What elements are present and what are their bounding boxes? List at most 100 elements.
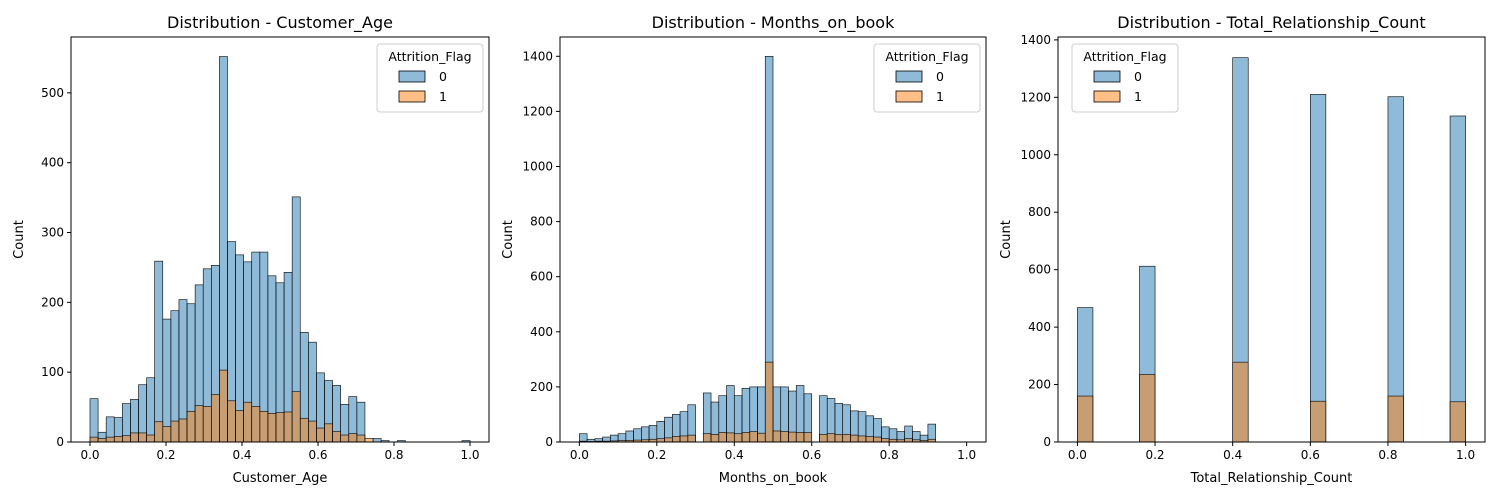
bar-class1 xyxy=(718,432,727,443)
legend: Attrition_Flag 0 1 xyxy=(873,43,981,113)
y-tick-label: 800 xyxy=(1028,205,1051,219)
y-tick-label: 0 xyxy=(1043,435,1051,449)
legend-entry-1: 1 xyxy=(936,89,944,104)
bar-class1 xyxy=(275,412,285,443)
y-tick-label: 400 xyxy=(1028,320,1051,334)
bar-class1 xyxy=(842,433,851,443)
bar-class1 xyxy=(146,434,155,443)
legend-entry-1: 1 xyxy=(1134,89,1142,104)
chart-panel-3: 0.0 0.2 0.4 0.6 0.8 1.0 0 200 400 600 800 1000 1200 1… xyxy=(999,13,1486,486)
legend-swatch-1 xyxy=(398,90,426,103)
x-tick-label: 1.0 xyxy=(957,448,976,462)
x-tick-label: 0.8 xyxy=(1378,448,1397,462)
bar-class1 xyxy=(170,420,180,443)
bar-class1 xyxy=(819,433,828,443)
bar-class1 xyxy=(105,436,115,443)
chart-panel-2: 0.0 0.2 0.4 0.6 0.8 1.0 0 200 400 600 800 1000 1200 1… xyxy=(501,13,987,486)
y-tick-label: 0 xyxy=(56,435,64,449)
bar-class0 xyxy=(154,260,164,443)
legend-swatch-0 xyxy=(895,70,923,83)
y-tick-label: 1400 xyxy=(522,49,553,63)
y-tick-label: 1200 xyxy=(1020,90,1051,104)
bar-class0 xyxy=(579,433,588,443)
bar-class0 xyxy=(372,438,382,443)
bar-class1 xyxy=(788,431,797,443)
bar-class1 xyxy=(219,369,228,443)
y-tick-label: 0 xyxy=(545,435,553,449)
x-tick-label: 0.8 xyxy=(880,448,899,462)
bar-class1 xyxy=(664,437,673,443)
bar-class1 xyxy=(89,436,99,443)
bar-class1 xyxy=(154,421,164,443)
y-tick-label: 1000 xyxy=(1020,148,1051,162)
bar-class0 xyxy=(1387,96,1404,443)
bar-class1 xyxy=(348,433,358,443)
y-tick-label: 200 xyxy=(530,380,553,394)
bar-class1 xyxy=(710,433,720,443)
bar-class1 xyxy=(324,423,333,443)
bar-class1 xyxy=(162,426,172,443)
y-tick-label: 200 xyxy=(41,295,64,309)
y-tick-label: 1000 xyxy=(522,159,553,173)
y-tick-label: 300 xyxy=(41,226,64,240)
bar-class1 xyxy=(687,434,696,443)
chart-panel-1: 0.0 0.2 0.4 0.6 0.8 1.0 0 100 200 300 400 500 Distri… xyxy=(12,13,490,486)
legend-entry-0: 0 xyxy=(936,69,944,84)
chart-title: Distribution - Total_Relationship_Count xyxy=(1117,13,1425,33)
bar-class1 xyxy=(764,361,774,443)
bar-class1 xyxy=(757,432,766,443)
x-tick-label: 0.8 xyxy=(384,448,403,462)
bar-class1 xyxy=(749,431,758,443)
y-tick-label: 500 xyxy=(41,86,64,100)
bar-class1 xyxy=(364,438,374,443)
x-axis-label: Customer_Age xyxy=(233,471,328,486)
x-tick-label: 0.6 xyxy=(1301,448,1320,462)
bar-class1 xyxy=(850,434,859,443)
x-tick-label: 0.6 xyxy=(308,448,327,462)
x-tick-label: 0.0 xyxy=(80,448,99,462)
bar-class1 xyxy=(113,436,123,443)
bar-class1 xyxy=(873,436,882,443)
bar-class1 xyxy=(259,410,269,443)
bar-class1 xyxy=(356,434,366,443)
bar-class1 xyxy=(138,432,147,443)
y-tick-label: 400 xyxy=(41,156,64,170)
legend-title: Attrition_Flag xyxy=(1083,49,1166,64)
x-tick-label: 0.0 xyxy=(1068,448,1087,462)
axes-frame xyxy=(559,36,987,443)
bar-class1 xyxy=(679,435,689,443)
bar-class1 xyxy=(243,401,253,443)
legend-entry-0: 0 xyxy=(439,69,447,84)
x-tick-label: 0.2 xyxy=(647,448,666,462)
bar-class1 xyxy=(1232,361,1249,443)
y-axis-label: Count xyxy=(12,220,27,259)
bar-class1 xyxy=(251,406,261,443)
x-tick-label: 0.4 xyxy=(232,448,251,462)
legend-entry-0: 0 xyxy=(1134,69,1142,84)
y-tick-label: 400 xyxy=(530,325,553,339)
bar-class1 xyxy=(235,410,244,443)
y-tick-label: 600 xyxy=(530,270,553,284)
bar-class1 xyxy=(834,434,844,443)
x-tick-label: 0.4 xyxy=(725,448,744,462)
legend-swatch-0 xyxy=(398,70,426,83)
bar-class1 xyxy=(1449,401,1466,443)
bar-class1 xyxy=(826,433,836,443)
chart-title: Distribution - Customer_Age xyxy=(167,13,393,33)
y-tick-label: 800 xyxy=(530,215,553,229)
bar-class1 xyxy=(210,394,220,443)
legend-title: Attrition_Flag xyxy=(388,49,471,64)
bar-class1 xyxy=(865,436,874,443)
bar-class1 xyxy=(332,431,341,443)
x-axis-label: Months_on_book xyxy=(719,471,828,486)
bar-class1 xyxy=(316,427,325,443)
chart-title: Distribution - Months_on_book xyxy=(652,13,895,33)
bar-class1 xyxy=(772,430,782,443)
bar-class0 xyxy=(162,318,172,443)
bar-class0 xyxy=(89,398,99,443)
x-tick-label: 0.2 xyxy=(156,448,175,462)
x-axis-label: Total_Relationship_Count xyxy=(1190,471,1353,486)
x-tick-label: 1.0 xyxy=(460,448,479,462)
bar-class0 xyxy=(1449,115,1466,443)
